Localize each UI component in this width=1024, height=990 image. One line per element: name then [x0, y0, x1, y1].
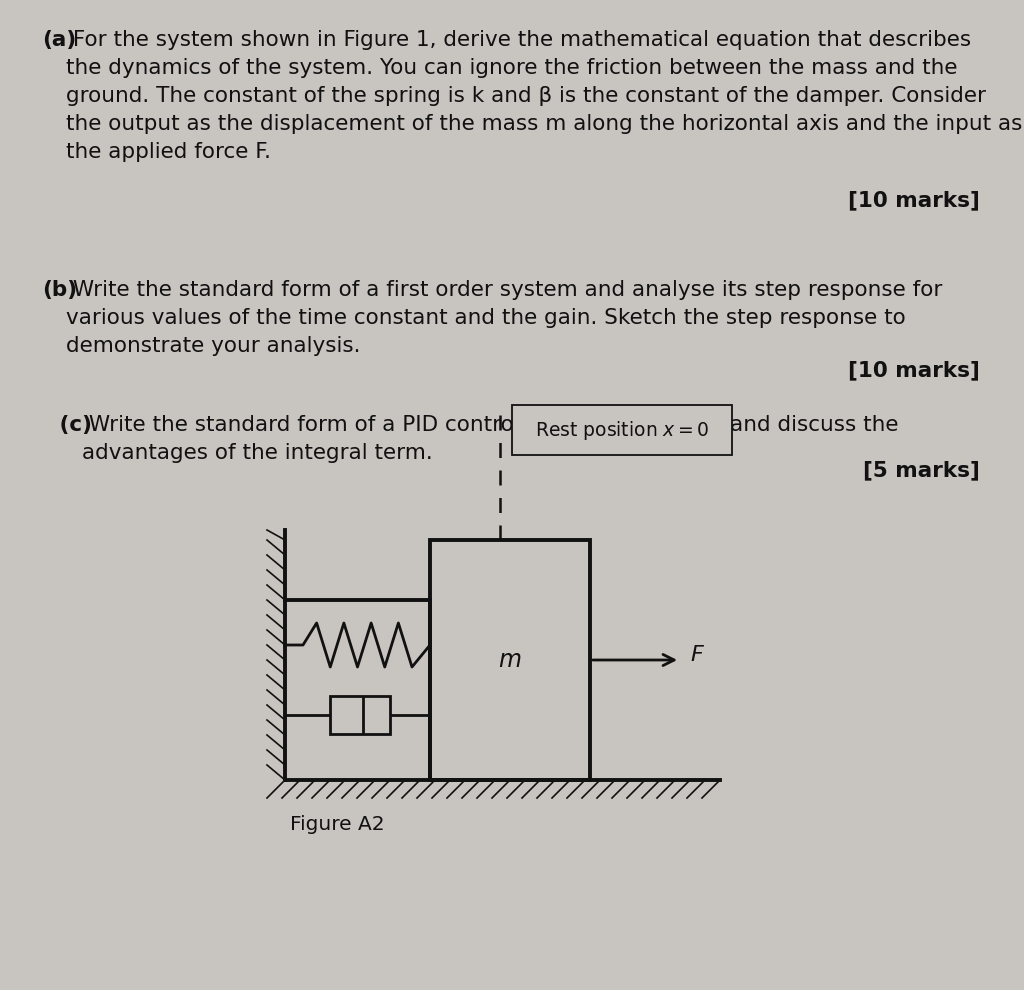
Bar [330, 696, 390, 734]
Text: For the system shown in Figure 1, derive the mathematical equation that describe: For the system shown in Figure 1, derive… [66, 30, 1022, 162]
Text: Rest position $x=0$: Rest position $x=0$ [535, 419, 710, 442]
Text: Write the standard form of a PID control in Laplace domain and discuss the
advan: Write the standard form of a PID control… [82, 415, 898, 463]
Text: [10 marks]: [10 marks] [848, 190, 980, 210]
Text: (b): (b) [42, 280, 77, 300]
Text: Figure A2: Figure A2 [290, 815, 385, 834]
Text: [10 marks]: [10 marks] [848, 360, 980, 380]
Text: (a): (a) [42, 30, 76, 50]
Text: F: F [690, 645, 702, 665]
Bar [430, 540, 590, 780]
Text: Write the standard form of a first order system and analyse its step response fo: Write the standard form of a first order… [66, 280, 942, 356]
Text: [5 marks]: [5 marks] [863, 460, 980, 480]
Bar [512, 405, 732, 455]
Text: (c): (c) [52, 415, 92, 435]
Text: m: m [499, 648, 521, 672]
